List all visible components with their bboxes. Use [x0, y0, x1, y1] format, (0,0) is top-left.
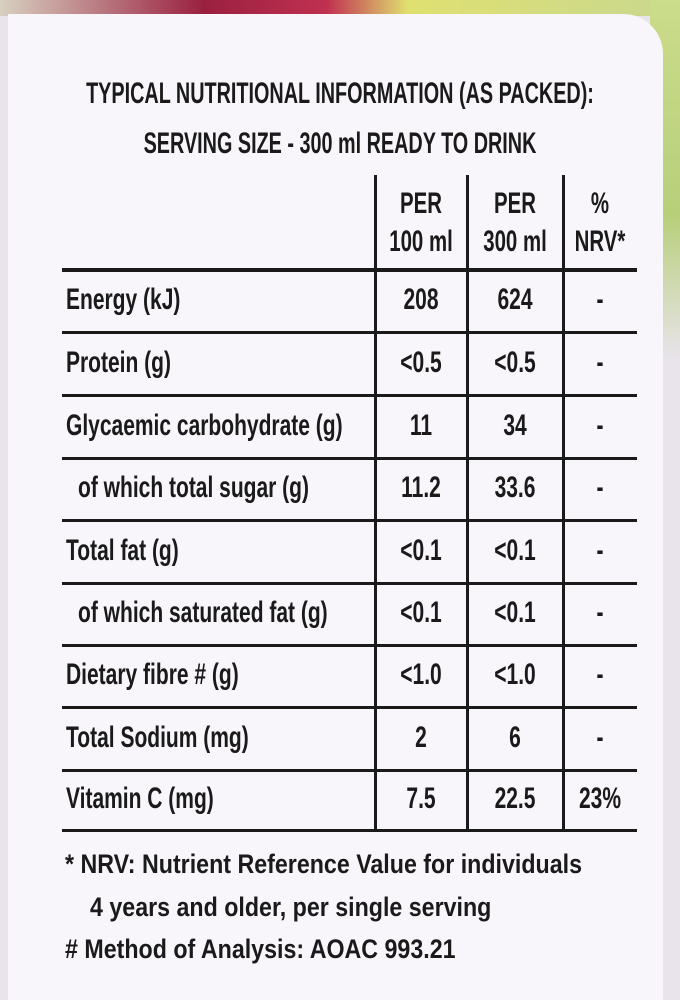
cell-value: 22.5 — [494, 782, 536, 815]
table-rule — [62, 581, 637, 585]
column-header: PER — [400, 187, 442, 220]
cell-value: <1.0 — [494, 658, 536, 691]
row-label: Vitamin C (mg) — [66, 782, 214, 815]
table-rule — [62, 768, 637, 772]
cell-value: 208 — [403, 283, 439, 316]
column-header: PER — [494, 187, 536, 220]
cell-value: 624 — [497, 283, 533, 316]
cell-value: - — [596, 596, 604, 629]
cell-value: - — [596, 283, 604, 316]
column-header: % — [590, 187, 610, 220]
cell-value: <0.1 — [400, 596, 442, 629]
table-rule — [62, 518, 637, 522]
cell-value: 2 — [415, 720, 427, 754]
cell-value: - — [596, 658, 604, 691]
cell-value: 34 — [503, 408, 527, 442]
cell-value: - — [596, 720, 604, 754]
table-rule — [62, 268, 637, 272]
cell-value: 7.5 — [406, 782, 436, 815]
cell-value: 11.2 — [401, 471, 441, 504]
row-label: Glycaemic carbohydrate (g) — [66, 408, 343, 442]
footnote: # Method of Analysis: AOAC 993.21 — [65, 933, 456, 964]
cell-value: 33.6 — [494, 471, 536, 504]
row-label: of which saturated fat (g) — [78, 596, 328, 629]
package-edge — [0, 0, 680, 16]
cell-value: 6 — [509, 720, 521, 754]
table-rule — [373, 175, 377, 830]
cell-value: <1.0 — [400, 658, 442, 691]
header-line: SERVING SIZE - 300 ml READY TO DRINK — [143, 127, 537, 160]
row-label: Total fat (g) — [66, 533, 179, 567]
table-rule — [561, 175, 565, 830]
table-rule — [62, 643, 637, 647]
column-header: NRV* — [574, 225, 626, 258]
row-label: Energy (kJ) — [66, 283, 181, 316]
footnote: 4 years and older, per single serving — [90, 891, 492, 922]
cell-value: <0.5 — [494, 345, 536, 379]
table-rule — [465, 175, 469, 830]
column-header: 300 ml — [483, 225, 547, 258]
cell-value: - — [596, 345, 604, 379]
table-rule — [62, 330, 637, 334]
cell-value: - — [596, 533, 604, 567]
cell-value: - — [596, 408, 604, 442]
label-panel — [8, 14, 663, 1000]
cell-value: <0.1 — [494, 533, 536, 567]
row-label: Total Sodium (mg) — [66, 720, 249, 754]
cell-value: - — [596, 471, 604, 504]
column-header: 100 ml — [389, 225, 453, 258]
cell-value: <0.1 — [494, 596, 536, 629]
header-line: TYPICAL NUTRITIONAL INFORMATION (AS PACK… — [86, 77, 594, 110]
cell-value: 11 — [409, 408, 433, 442]
table-rule — [62, 456, 637, 460]
table-rule — [62, 393, 637, 397]
table-rule — [62, 828, 637, 832]
table-rule — [62, 705, 637, 709]
cell-value: <0.5 — [400, 345, 442, 379]
row-label: Protein (g) — [66, 345, 171, 379]
row-label: of which total sugar (g) — [78, 471, 309, 504]
footnote: * NRV: Nutrient Reference Value for indi… — [65, 848, 583, 879]
cell-value: 23% — [578, 782, 622, 815]
cell-value: <0.1 — [400, 533, 442, 567]
row-label: Dietary fibre # (g) — [66, 658, 239, 691]
